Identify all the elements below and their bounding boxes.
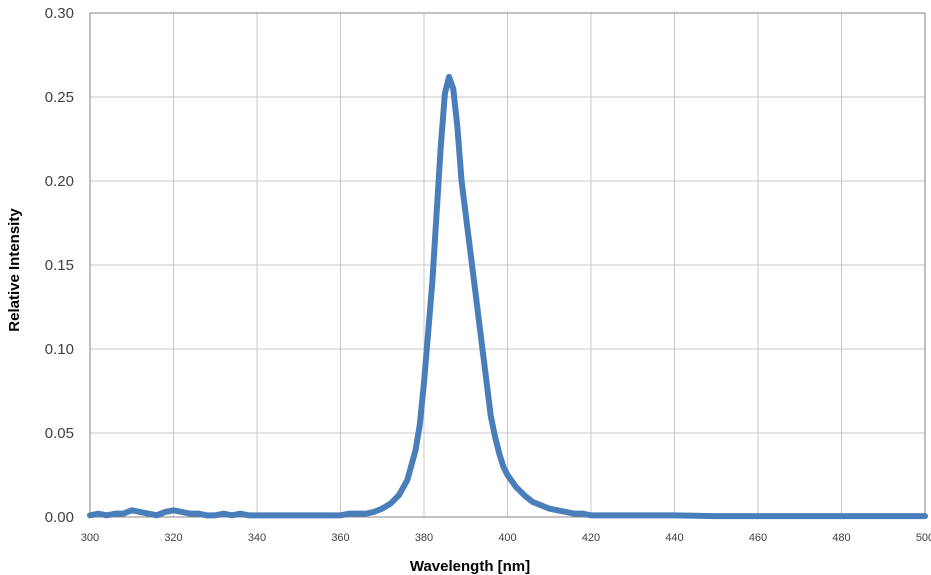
y-tick-label: 0.20 <box>45 173 74 190</box>
x-tick-label: 300 <box>81 532 99 544</box>
gridlines <box>89 12 926 518</box>
x-tick-label: 360 <box>331 532 349 544</box>
x-axis-ticks: 300 320 340 360 380 400 420 440 460 480 500 <box>81 532 931 544</box>
y-tick-label: 0.15 <box>45 257 74 274</box>
x-tick-label: 460 <box>749 532 767 544</box>
x-tick-label: 480 <box>832 532 850 544</box>
y-tick-label: 0.25 <box>45 89 74 106</box>
plot-area-border <box>89 12 926 518</box>
intensity-line <box>87 73 928 520</box>
x-tick-label: 320 <box>164 532 182 544</box>
x-tick-label: 420 <box>582 532 600 544</box>
x-tick-label: 440 <box>665 532 683 544</box>
x-tick-label: 380 <box>415 532 433 544</box>
y-axis-ticks: 0.00 0.05 0.10 0.15 0.20 0.25 0.30 <box>45 5 74 526</box>
y-tick-label: 0.10 <box>45 341 74 358</box>
x-tick-label: 500 <box>916 532 931 544</box>
y-tick-label: 0.00 <box>45 509 74 526</box>
x-tick-label: 340 <box>248 532 266 544</box>
x-axis-label: Wavelength [nm] <box>410 558 530 575</box>
x-tick-label: 400 <box>498 532 516 544</box>
y-tick-label: 0.30 <box>45 5 74 22</box>
y-tick-label: 0.05 <box>45 425 74 442</box>
y-axis-label: Relative Intensity <box>6 208 23 332</box>
